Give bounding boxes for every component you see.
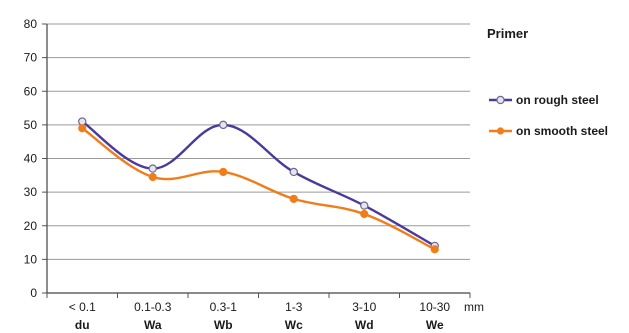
y-tick-label: 10 [24,252,38,266]
grid-lines [47,23,470,260]
x-category-label: 0.1-0.3 [134,300,172,314]
legend-marker [496,127,505,135]
x-category-code: Wc [285,318,303,332]
y-tick-label: 20 [24,219,38,233]
legend-label: on smooth steel [516,124,608,138]
x-category-label: 3-10 [352,300,376,314]
series-smooth-steel [78,124,439,254]
x-category-label: 0.3-1 [210,300,238,314]
series-line [81,120,436,247]
y-tick-label: 0 [30,286,37,300]
legend-marker [496,95,505,105]
y-axis-ticks: 0 10 20 30 40 50 60 70 80 [24,17,47,300]
x-category-code: Wa [144,318,162,332]
x-category-label: < 0.1 [69,300,96,314]
data-point [148,172,157,182]
series-layer [78,117,439,254]
x-category-label: 10-30 [419,300,450,314]
series-line [81,127,436,251]
legend-title: Primer [487,26,528,41]
legend: Primer on rough steel on smooth steel [487,26,608,138]
data-point [360,201,369,210]
x-category-code: We [426,318,444,332]
legend-label: on rough steel [516,93,599,107]
data-point [78,117,87,126]
data-point [289,194,298,203]
data-point [219,167,228,177]
data-point [148,164,157,173]
data-point [78,124,87,133]
y-tick-label: 30 [24,185,38,199]
x-category-label: 1-3 [285,300,303,314]
legend-item: on rough steel [489,93,599,107]
y-tick-label: 40 [24,152,38,166]
y-tick-label: 50 [24,118,38,132]
data-point [289,167,298,177]
x-axis-labels: < 0.1 du 0.1-0.3 Wa 0.3-1 Wb 1-3 Wc 3-10 Wd 10-30 W… [46,293,484,332]
x-category-code: Wb [214,318,233,332]
y-tick-label: 60 [24,84,38,98]
x-category-code: Wd [355,318,374,332]
data-point [360,209,369,219]
y-tick-label: 70 [24,51,38,65]
y-tick-label: 80 [24,17,38,31]
x-category-code: du [75,318,90,332]
x-axis-unit: mm [464,300,484,314]
data-point [430,245,439,254]
legend-item: on smooth steel [489,124,608,138]
data-point [219,120,228,130]
